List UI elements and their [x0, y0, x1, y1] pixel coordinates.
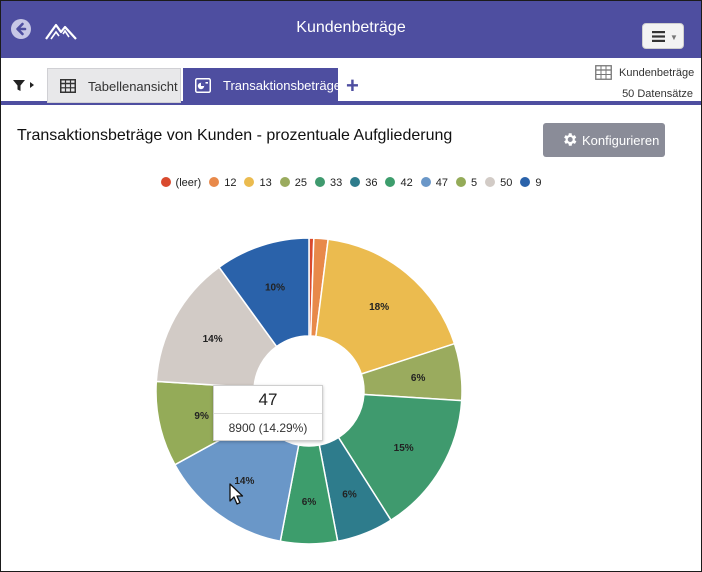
slice-label: 9%: [194, 411, 209, 422]
chart-icon: [195, 78, 211, 93]
slice-label: 6%: [302, 497, 317, 508]
legend-swatch: [209, 177, 220, 187]
legend-label: 12: [224, 177, 237, 189]
pie-slice[interactable]: [155, 266, 278, 389]
legend-label: 36: [365, 177, 378, 189]
tooltip-divider: [214, 413, 322, 414]
legend-item[interactable]: 33: [314, 177, 343, 189]
tab-transactions[interactable]: Transaktionsbeträge: [183, 68, 342, 103]
chart-legend: (leer) 12 13 25 33 36 42 47 5 50 9: [1, 177, 701, 189]
legend-swatch: [244, 177, 255, 187]
legend-item[interactable]: 5: [455, 177, 478, 189]
mountain-logo-icon: [45, 23, 77, 40]
top-bar: Kundenbeträge ▼: [1, 1, 701, 58]
legend-label: 25: [294, 177, 307, 189]
legend-label: 9: [535, 177, 542, 189]
legend-item[interactable]: 42: [385, 177, 413, 189]
tab-table-view-label: Tabellenansicht: [88, 79, 178, 94]
tooltip-value: 8900 (14.29%): [228, 421, 308, 435]
pie-slice[interactable]: [218, 237, 310, 348]
legend-swatch: [420, 177, 431, 187]
legend-swatch: [455, 177, 466, 187]
record-count: 50 Datensätze: [622, 88, 693, 100]
legend-label: (leer): [175, 177, 202, 189]
chart-tooltip: 47 8900 (14.29%): [213, 385, 323, 441]
legend-item[interactable]: 9: [520, 177, 541, 189]
legend-swatch: [314, 177, 325, 187]
configure-label: Konfigurieren: [582, 133, 660, 148]
legend-item[interactable]: 12: [209, 177, 236, 189]
chevron-down-icon: ▼: [670, 33, 678, 42]
hamburger-icon: [652, 31, 665, 42]
slice-label: 14%: [203, 334, 223, 345]
legend-swatch: [385, 177, 396, 187]
legend-item[interactable]: 47: [420, 177, 448, 189]
slice-label: 14%: [234, 476, 254, 487]
slice-label: 18%: [369, 302, 389, 313]
legend-item[interactable]: 25: [279, 177, 307, 189]
legend-item[interactable]: 36: [350, 177, 377, 189]
legend-swatch: [279, 177, 290, 187]
menu-button[interactable]: ▼: [642, 23, 684, 49]
legend-swatch: [160, 177, 171, 187]
tab-table-view[interactable]: Tabellenansicht: [47, 68, 181, 103]
legend-swatch: [520, 177, 531, 187]
legend-label: 33: [329, 177, 343, 189]
legend-label: 50: [500, 177, 513, 189]
pie-slice[interactable]: [315, 238, 456, 375]
back-button[interactable]: [11, 19, 31, 39]
legend-label: 42: [400, 177, 413, 189]
table-icon: [595, 65, 612, 80]
table-icon: [60, 79, 76, 93]
legend-item[interactable]: (leer): [160, 177, 202, 189]
legend-item[interactable]: 50: [485, 177, 512, 189]
slice-label: 15%: [394, 443, 414, 454]
legend-swatch: [485, 177, 496, 187]
add-tab-button[interactable]: +: [346, 73, 359, 98]
filter-icon[interactable]: [13, 79, 39, 93]
mouse-pointer-icon: [229, 483, 244, 505]
slice-label: 10%: [265, 282, 285, 293]
tab-bar-underline: [1, 101, 701, 105]
legend-swatch: [350, 177, 361, 187]
legend-label: 13: [259, 177, 272, 189]
gear-icon: [564, 133, 577, 146]
slice-label: 6%: [411, 373, 426, 384]
dataset-name: Kundenbeträge: [619, 67, 695, 79]
legend-label: 5: [470, 177, 478, 189]
tooltip-title: 47: [258, 390, 278, 409]
page-title: Kundenbeträge: [296, 19, 406, 36]
legend-item[interactable]: 13: [244, 177, 272, 189]
legend-label: 47: [435, 177, 448, 189]
slice-label: 6%: [342, 489, 357, 500]
pie-slice[interactable]: [337, 393, 463, 522]
chart-heading: Transaktionsbeträge von Kunden - prozent…: [17, 127, 453, 144]
tab-transactions-label: Transaktionsbeträge: [223, 78, 342, 93]
configure-button[interactable]: Konfigurieren: [543, 123, 665, 157]
arrow-left-icon: [16, 22, 27, 36]
